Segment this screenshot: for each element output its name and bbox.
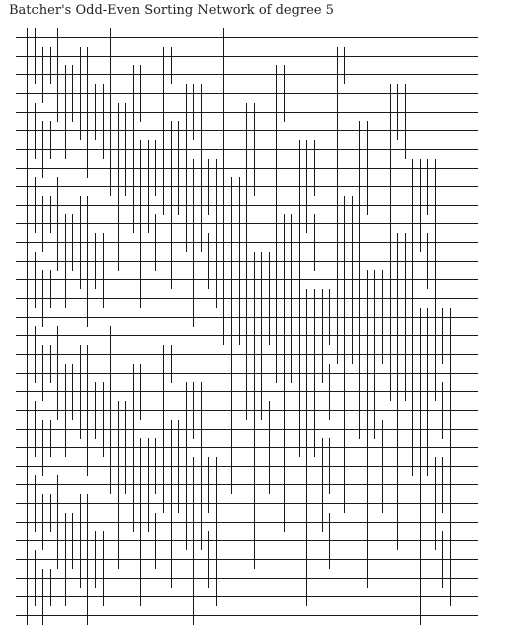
page-title: Batcher's Odd-Even Sorting Network of de…	[9, 3, 334, 18]
comparator-end-markers	[27, 28, 451, 625]
